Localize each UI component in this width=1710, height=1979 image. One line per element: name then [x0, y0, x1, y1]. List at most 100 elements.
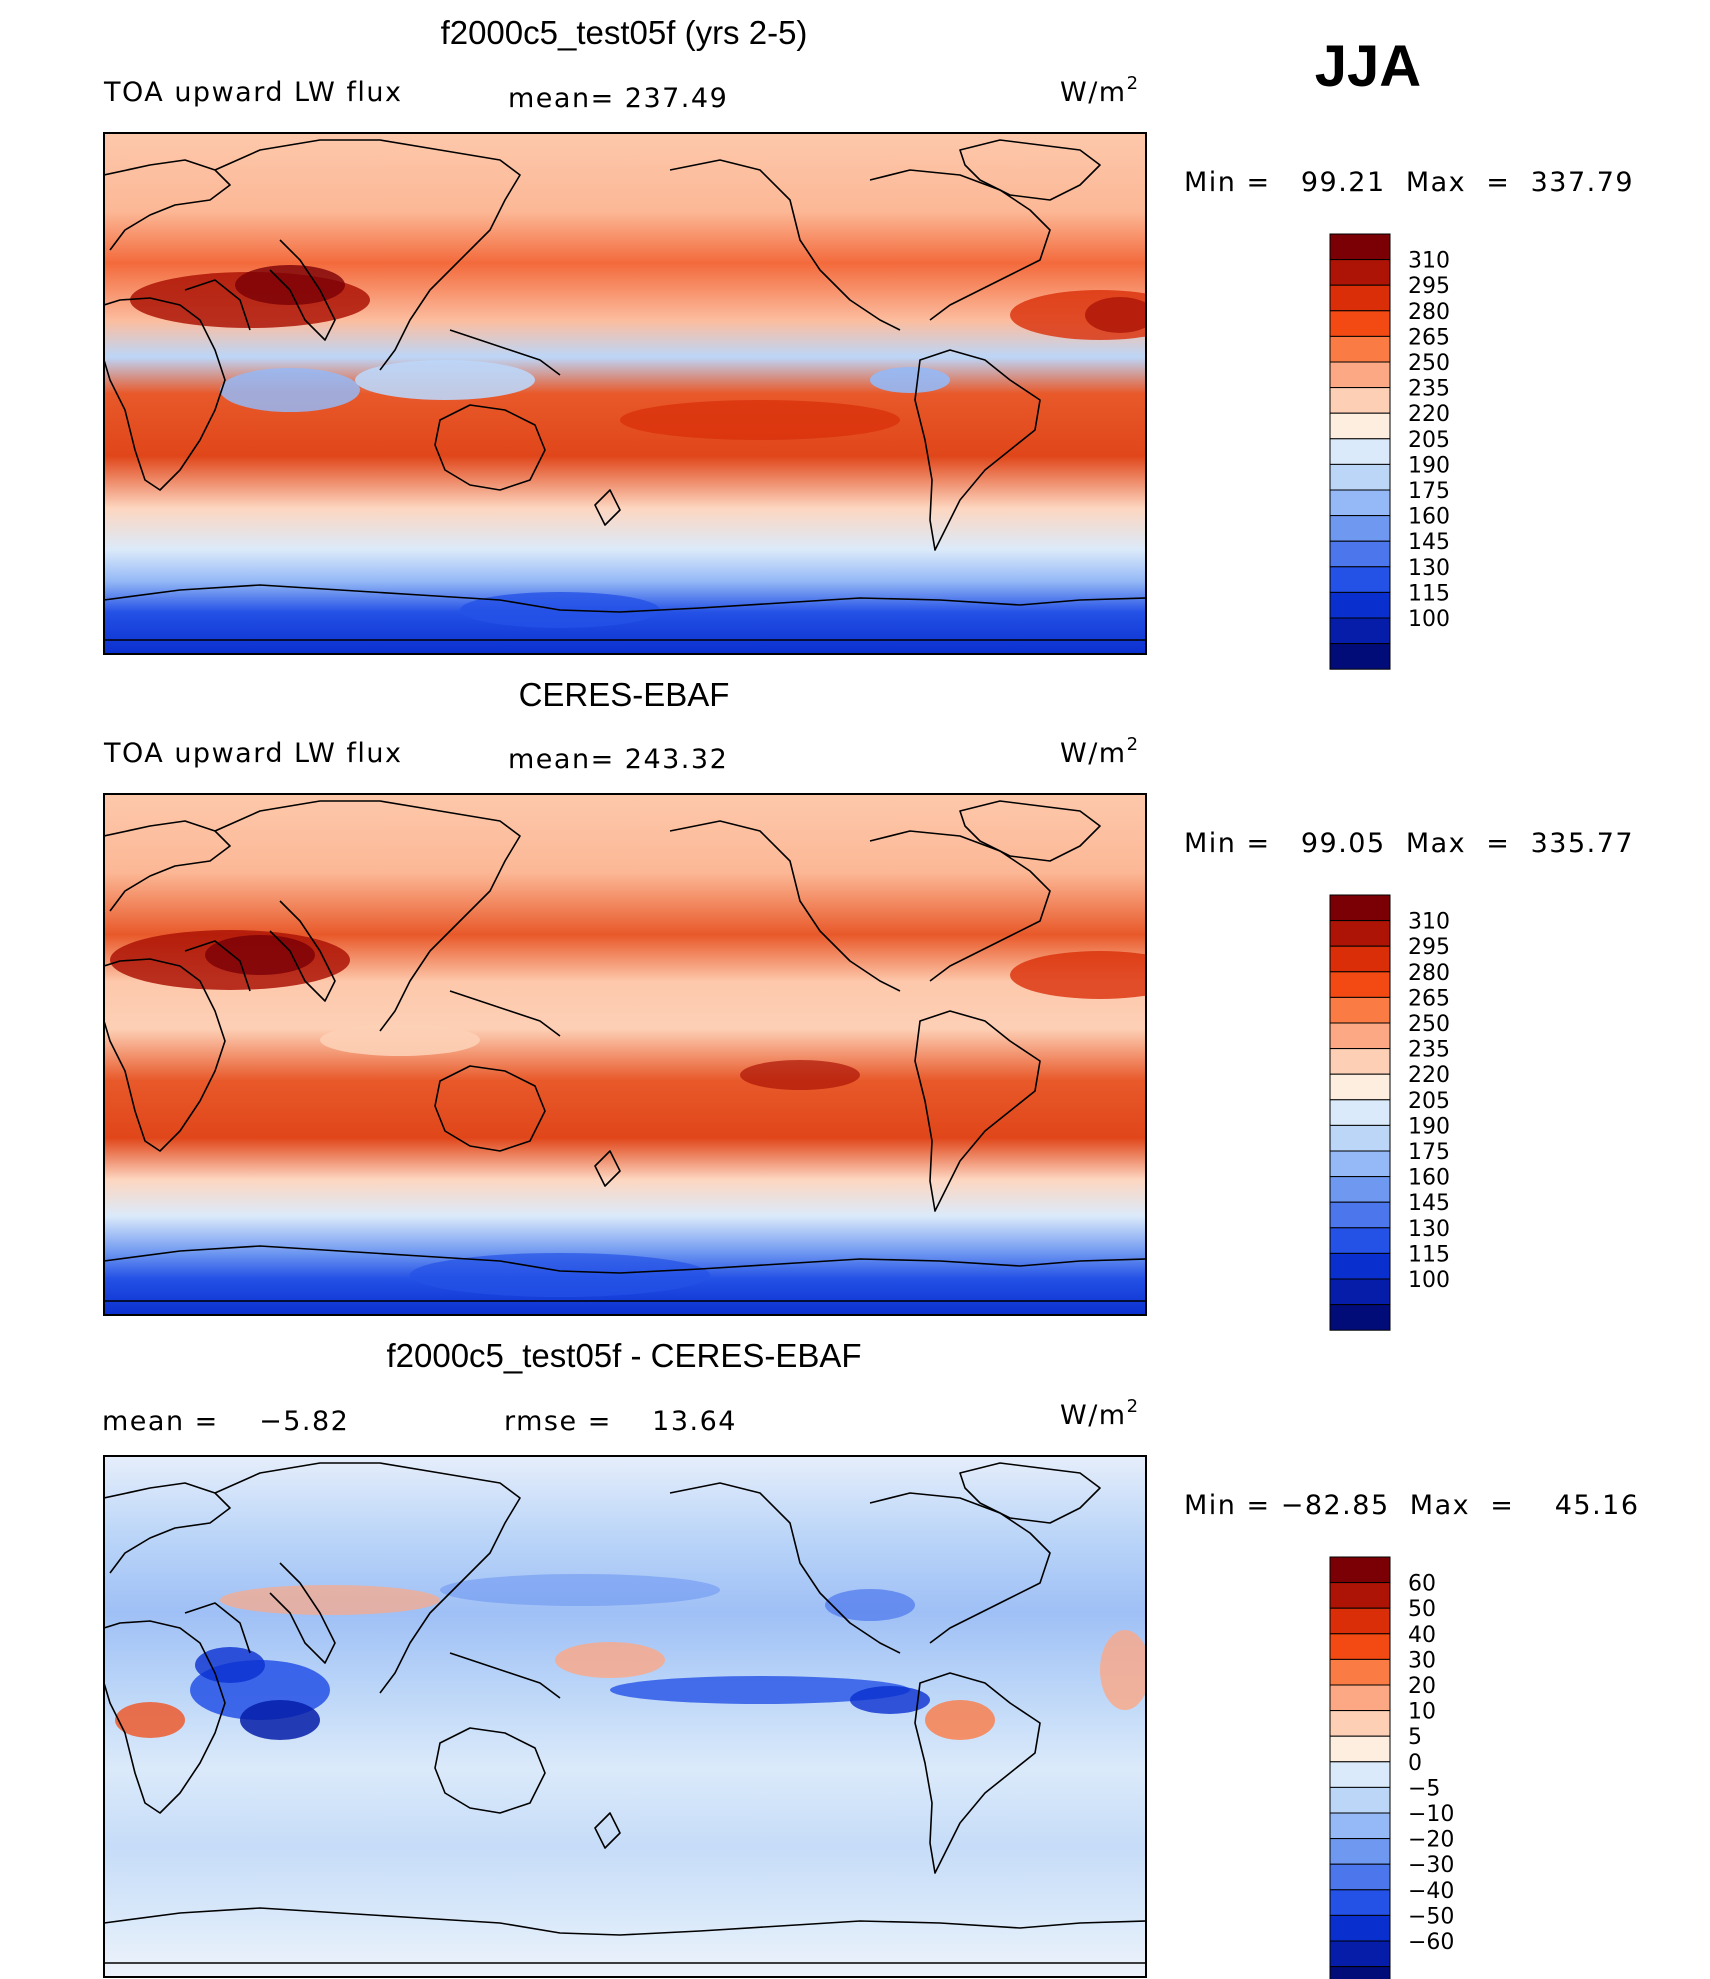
colorbar-swatch: [1329, 591, 1391, 619]
panel2-title: CERES-EBAF: [519, 676, 730, 713]
colorbar-swatch: [1329, 617, 1391, 645]
colorbar-label: 115: [1408, 581, 1450, 606]
panel1-variable: TOA upward LW flux: [103, 77, 403, 108]
colorbar-swatch: [1329, 438, 1391, 465]
colorbar-label: 0: [1408, 1751, 1422, 1776]
colorbar-label: 190: [1408, 453, 1450, 478]
colorbar-label: 205: [1408, 1089, 1450, 1114]
colorbar-swatch: [1329, 1812, 1391, 1840]
panel2-variable: TOA upward LW flux: [103, 738, 403, 769]
colorbar-label: 100: [1408, 1268, 1450, 1293]
colorbar-swatch: [1329, 361, 1391, 389]
colorbar-label: 100: [1408, 607, 1450, 632]
colorbar-label: 5: [1408, 1725, 1422, 1750]
panel1-units: W/m2: [1060, 73, 1140, 108]
panel2-map: [103, 793, 1147, 1316]
colorbar-label: 145: [1408, 530, 1450, 555]
colorbar-swatch: [1329, 894, 1391, 922]
panel1-minmax: Min = 99.21 Max = 337.79: [1184, 167, 1634, 198]
colorbar-swatch: [1329, 1889, 1391, 1916]
colorbar-swatch: [1329, 1607, 1391, 1635]
colorbar-swatch: [1329, 1073, 1391, 1101]
colorbar-label: 145: [1408, 1191, 1450, 1216]
colorbar-label: −50: [1408, 1904, 1454, 1929]
colorbar-swatch: [1329, 1582, 1391, 1609]
colorbar-swatch: [1329, 259, 1391, 286]
colorbar-swatch: [1329, 1838, 1391, 1865]
colorbar-swatch: [1329, 1048, 1391, 1075]
colorbar-swatch: [1329, 920, 1391, 947]
colorbar-label: 175: [1408, 1140, 1450, 1165]
panel2-units: W/m2: [1060, 734, 1140, 769]
colorbar-label: 310: [1408, 249, 1450, 274]
colorbar-label: 280: [1408, 961, 1450, 986]
colorbar-label: −20: [1408, 1828, 1454, 1853]
colorbar-label: 160: [1408, 1166, 1450, 1191]
colorbar-label: −10: [1408, 1802, 1454, 1827]
colorbar-label: 310: [1408, 910, 1450, 935]
colorbar-swatch: [1329, 1966, 1391, 1979]
colorbar-label: 10: [1408, 1700, 1436, 1725]
colorbar-swatch: [1329, 463, 1391, 491]
colorbar-swatch: [1329, 1658, 1391, 1686]
colorbar-swatch: [1329, 540, 1391, 568]
colorbar-swatch: [1329, 1556, 1391, 1584]
colorbar-label: 130: [1408, 556, 1450, 581]
colorbar-swatch: [1329, 971, 1391, 998]
colorbar-swatch: [1329, 1304, 1391, 1331]
panel2-mean: mean= 243.32: [508, 744, 728, 775]
colorbar-label: 60: [1408, 1572, 1436, 1597]
colorbar-swatch: [1329, 1633, 1391, 1660]
colorbar-swatch: [1329, 1252, 1391, 1280]
colorbar-label: 130: [1408, 1217, 1450, 1242]
colorbar-swatch: [1329, 1201, 1391, 1229]
panel1-title: f2000c5_test05f (yrs 2-5): [441, 14, 808, 51]
colorbar-swatch: [1329, 1914, 1391, 1942]
colorbar-swatch: [1329, 515, 1391, 542]
colorbar-swatch: [1329, 1022, 1391, 1050]
colorbar-label: 190: [1408, 1114, 1450, 1139]
panel3-minmax: Min = −82.85 Max = 45.16: [1184, 1490, 1640, 1521]
colorbar-swatch: [1329, 566, 1391, 593]
colorbar-label: −40: [1408, 1879, 1454, 1904]
panel3-rmse: rmse = 13.64: [504, 1406, 737, 1437]
colorbar-swatch: [1329, 1710, 1391, 1737]
colorbar-swatch: [1329, 284, 1391, 312]
colorbar-swatch: [1329, 996, 1391, 1024]
panel1-mean: mean= 237.49: [508, 83, 728, 114]
colorbar-swatch: [1329, 1227, 1391, 1254]
colorbar-swatch: [1329, 1176, 1391, 1203]
colorbar-swatch: [1329, 1863, 1391, 1891]
colorbar-swatch: [1329, 1150, 1391, 1178]
colorbar-label: −30: [1408, 1853, 1454, 1878]
panel3-map: [103, 1455, 1147, 1978]
colorbar-label: −60: [1408, 1930, 1454, 1955]
panel1-colorbar: 3102952802652502352202051901751601451301…: [1329, 233, 1450, 670]
colorbar-swatch: [1329, 1278, 1391, 1306]
colorbar-swatch: [1329, 643, 1391, 670]
colorbar-label: 265: [1408, 325, 1450, 350]
colorbar-label: 220: [1408, 1063, 1450, 1088]
panel2-colorbar: 3102952802652502352202051901751601451301…: [1329, 894, 1450, 1331]
colorbar-label: 250: [1408, 351, 1450, 376]
colorbar-swatch: [1329, 489, 1391, 517]
colorbar-label: 265: [1408, 986, 1450, 1011]
colorbar-label: 160: [1408, 505, 1450, 530]
panel3-units: W/m2: [1060, 1396, 1140, 1431]
panel2-minmax: Min = 99.05 Max = 335.77: [1184, 828, 1634, 859]
colorbar-swatch: [1329, 1735, 1391, 1763]
colorbar-label: 115: [1408, 1242, 1450, 1267]
panel1-map: [103, 132, 1147, 655]
colorbar-label: 220: [1408, 402, 1450, 427]
colorbar-label: 280: [1408, 300, 1450, 325]
colorbar-label: 295: [1408, 274, 1450, 299]
season-label: JJA: [1315, 34, 1421, 99]
colorbar-label: 250: [1408, 1012, 1450, 1037]
colorbar-swatch: [1329, 945, 1391, 973]
colorbar-label: −5: [1408, 1776, 1440, 1801]
colorbar-swatch: [1329, 1786, 1391, 1814]
panel3-title: f2000c5_test05f - CERES-EBAF: [386, 1337, 861, 1374]
colorbar-swatch: [1329, 233, 1391, 261]
